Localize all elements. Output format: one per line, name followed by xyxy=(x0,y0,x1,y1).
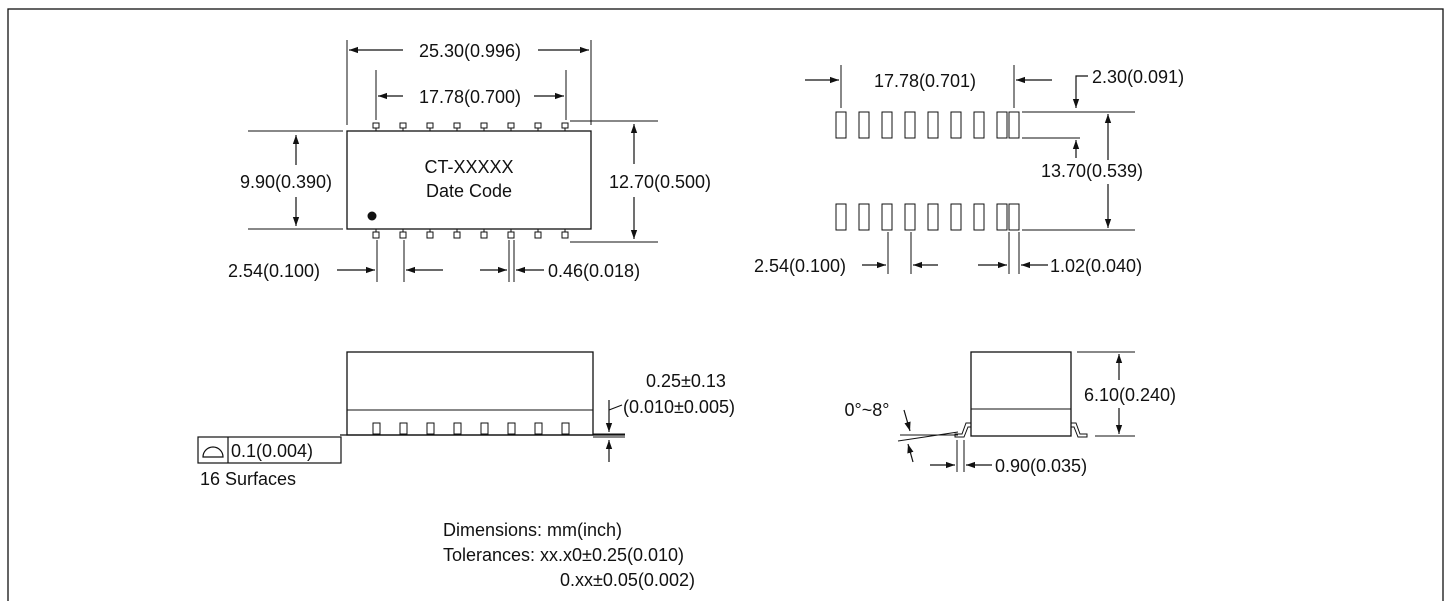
lead-width-label: 0.46(0.018) xyxy=(548,261,640,281)
pin-pitch-label: 2.54(0.100) xyxy=(228,261,320,281)
upper-pad-row xyxy=(835,111,1020,139)
right-gullwing-lead xyxy=(1071,422,1088,438)
pin-span-label: 17.78(0.700) xyxy=(419,87,521,107)
pad-layout: 17.78(0.701) 2.30(0.091) 13.70(0.539) 2.… xyxy=(754,65,1184,276)
drawing-frame xyxy=(7,8,1444,601)
row-spacing-label: 13.70(0.539) xyxy=(1041,161,1143,181)
top-view: 25.30(0.996) 17.78(0.700) 9.90(0.390) 12… xyxy=(228,40,711,282)
side-leads xyxy=(372,422,570,435)
pad-length-label: 2.30(0.091) xyxy=(1092,67,1184,87)
angle-label: 0°~8° xyxy=(845,400,890,420)
flatness-note-label: 16 Surfaces xyxy=(200,469,296,489)
overall-width-label: 12.70(0.500) xyxy=(609,172,711,192)
pad-span-label: 17.78(0.701) xyxy=(874,71,976,91)
pad-pitch-label: 2.54(0.100) xyxy=(754,256,846,276)
end-view: 0°~8° 6.10(0.240) 0.90(0.035) xyxy=(845,351,1176,476)
flatness-frame xyxy=(197,436,342,464)
flatness-value-label: 0.1(0.004) xyxy=(231,441,313,461)
notes-tolerance-2: 0.xx±0.05(0.002) xyxy=(560,570,695,590)
pin1-marker xyxy=(367,211,377,221)
package-body-end xyxy=(970,351,1072,437)
notes: Dimensions: mm(inch) Tolerances: xx.x0±0… xyxy=(443,520,695,590)
height-label: 6.10(0.240) xyxy=(1084,385,1176,405)
profile-surface-icon xyxy=(202,446,224,458)
body-width-label: 9.90(0.390) xyxy=(240,172,332,192)
notes-dimensions: Dimensions: mm(inch) xyxy=(443,520,622,540)
overall-length-label: 25.30(0.996) xyxy=(419,41,521,61)
part-number-label: CT-XXXXX xyxy=(424,157,513,177)
package-body-top xyxy=(346,130,592,230)
pad-width-label: 1.02(0.040) xyxy=(1050,256,1142,276)
bottom-leads xyxy=(372,229,569,239)
date-code-label: Date Code xyxy=(426,181,512,201)
foot-length-label: 0.90(0.035) xyxy=(995,456,1087,476)
top-leads xyxy=(372,122,569,131)
lower-pad-row xyxy=(835,203,1020,231)
side-view: 0.25±0.13 (0.010±0.005) 0.1(0.004) 16 Su… xyxy=(197,351,735,489)
lead-thickness-inch-label: (0.010±0.005) xyxy=(623,397,735,417)
package-body-side xyxy=(346,351,594,436)
lead-thickness-label: 0.25±0.13 xyxy=(646,371,726,391)
notes-tolerance-1: Tolerances: xx.x0±0.25(0.010) xyxy=(443,545,684,565)
